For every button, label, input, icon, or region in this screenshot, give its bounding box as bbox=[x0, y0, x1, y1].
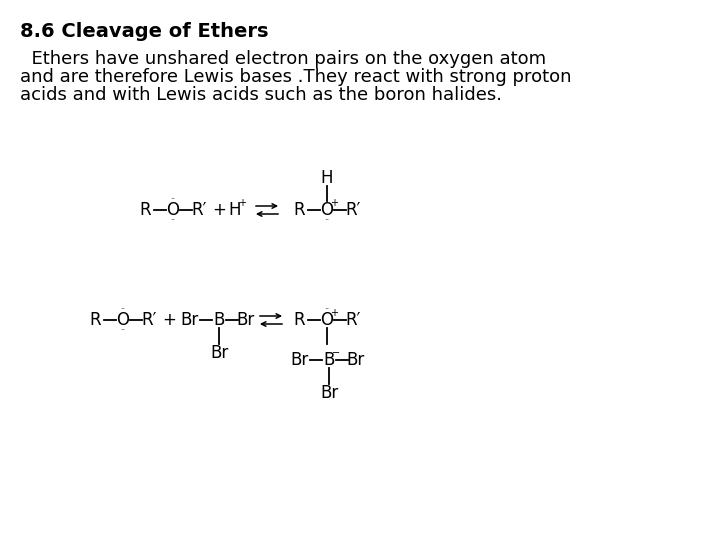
Text: Br: Br bbox=[320, 384, 338, 402]
Text: O: O bbox=[320, 201, 333, 219]
Text: R: R bbox=[139, 201, 150, 219]
Text: ··: ·· bbox=[171, 217, 176, 226]
Text: +: + bbox=[330, 198, 338, 208]
Text: O: O bbox=[320, 311, 333, 329]
Text: R′: R′ bbox=[141, 311, 157, 329]
Text: R: R bbox=[293, 201, 305, 219]
Text: Br: Br bbox=[180, 311, 198, 329]
Text: B: B bbox=[323, 351, 335, 369]
Text: 8.6 Cleavage of Ethers: 8.6 Cleavage of Ethers bbox=[20, 22, 269, 41]
Text: R: R bbox=[89, 311, 101, 329]
Text: ··: ·· bbox=[120, 327, 125, 335]
Text: H: H bbox=[229, 201, 241, 219]
Text: R: R bbox=[293, 311, 305, 329]
Text: R′: R′ bbox=[192, 201, 207, 219]
Text: Br: Br bbox=[346, 351, 364, 369]
Text: Br: Br bbox=[236, 311, 254, 329]
Text: −: − bbox=[332, 348, 340, 358]
Text: +: + bbox=[330, 308, 338, 318]
Text: O: O bbox=[117, 311, 130, 329]
Text: and are therefore Lewis bases .They react with strong proton: and are therefore Lewis bases .They reac… bbox=[20, 68, 572, 86]
Text: ··: ·· bbox=[325, 217, 330, 226]
Text: Br: Br bbox=[290, 351, 308, 369]
Text: ··: ·· bbox=[120, 306, 125, 314]
Text: ··: ·· bbox=[171, 195, 176, 205]
Text: B: B bbox=[213, 311, 225, 329]
Text: +: + bbox=[212, 201, 226, 219]
Text: O: O bbox=[166, 201, 179, 219]
Text: +: + bbox=[238, 198, 246, 208]
Text: R′: R′ bbox=[346, 311, 361, 329]
Text: acids and with Lewis acids such as the boron halides.: acids and with Lewis acids such as the b… bbox=[20, 86, 502, 104]
Text: Br: Br bbox=[210, 344, 228, 362]
Text: Ethers have unshared electron pairs on the oxygen atom: Ethers have unshared electron pairs on t… bbox=[20, 50, 546, 68]
Text: ··: ·· bbox=[325, 306, 330, 314]
Text: H: H bbox=[320, 169, 333, 187]
Text: +: + bbox=[162, 311, 176, 329]
Text: R′: R′ bbox=[346, 201, 361, 219]
